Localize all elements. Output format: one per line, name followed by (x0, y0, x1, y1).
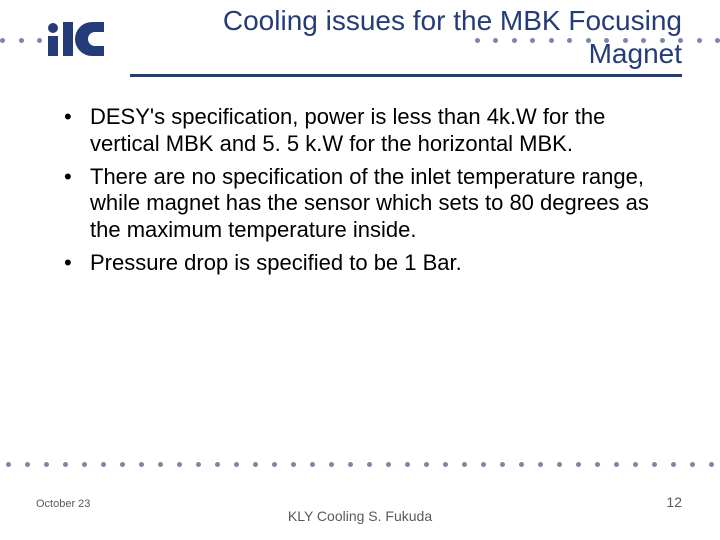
decorative-dot (424, 462, 429, 467)
slide-body: DESY's specification, power is less than… (58, 104, 672, 283)
ilc-logo (46, 22, 110, 56)
decorative-dot (715, 38, 720, 43)
decorative-dot (291, 462, 296, 467)
decorative-dot (405, 462, 410, 467)
decorative-dot (272, 462, 277, 467)
decorative-dot (690, 462, 695, 467)
decorative-dot (538, 462, 543, 467)
decorative-dot (44, 462, 49, 467)
bullet-item: DESY's specification, power is less than… (58, 104, 672, 158)
decorative-dot (253, 462, 258, 467)
decorative-dot (709, 462, 714, 467)
decorative-dot (120, 462, 125, 467)
bullet-item: Pressure drop is specified to be 1 Bar. (58, 250, 672, 277)
decorative-dot (37, 38, 42, 43)
decorative-dot (101, 462, 106, 467)
decorative-dot (234, 462, 239, 467)
decorative-dot (595, 462, 600, 467)
decorative-dot (519, 462, 524, 467)
decorative-dot (6, 462, 11, 467)
decorative-dot (348, 462, 353, 467)
decorative-dot (329, 462, 334, 467)
slide-title: Cooling issues for the MBK Focusing Magn… (130, 4, 682, 77)
decorative-dot (557, 462, 562, 467)
decorative-dot (0, 38, 5, 43)
decorative-dot (462, 462, 467, 467)
decorative-dot (481, 462, 486, 467)
decorative-dot (139, 462, 144, 467)
decorative-dot (614, 462, 619, 467)
footer-page-number: 12 (666, 494, 682, 510)
dot-row-bottom (0, 462, 720, 468)
decorative-dot (671, 462, 676, 467)
decorative-dot (576, 462, 581, 467)
decorative-dot (177, 462, 182, 467)
decorative-dot (633, 462, 638, 467)
footer-center: KLY Cooling S. Fukuda (0, 508, 720, 524)
bullet-item: There are no specification of the inlet … (58, 164, 672, 244)
decorative-dot (215, 462, 220, 467)
decorative-dot (386, 462, 391, 467)
decorative-dot (63, 462, 68, 467)
decorative-dot (25, 462, 30, 467)
decorative-dot (652, 462, 657, 467)
title-underline (130, 74, 682, 77)
decorative-dot (82, 462, 87, 467)
decorative-dot (19, 38, 24, 43)
decorative-dot (500, 462, 505, 467)
decorative-dot (697, 38, 702, 43)
decorative-dot (367, 462, 372, 467)
decorative-dot (158, 462, 163, 467)
decorative-dot (443, 462, 448, 467)
dot-row-top-left (0, 38, 42, 44)
slide-title-text: Cooling issues for the MBK Focusing Magn… (223, 5, 682, 69)
decorative-dot (196, 462, 201, 467)
decorative-dot (310, 462, 315, 467)
bullet-list: DESY's specification, power is less than… (58, 104, 672, 277)
slide: Cooling issues for the MBK Focusing Magn… (0, 0, 720, 540)
